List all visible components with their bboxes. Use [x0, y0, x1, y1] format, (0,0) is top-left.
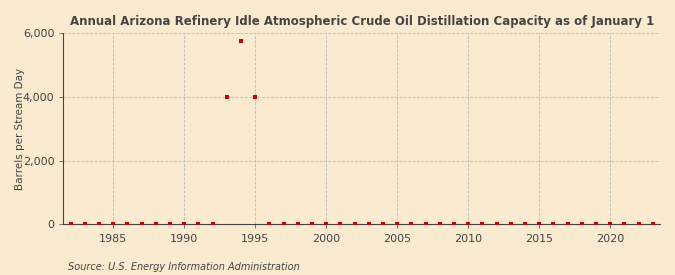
Title: Annual Arizona Refinery Idle Atmospheric Crude Oil Distillation Capacity as of J: Annual Arizona Refinery Idle Atmospheric… [70, 15, 654, 28]
Text: Source: U.S. Energy Information Administration: Source: U.S. Energy Information Administ… [68, 262, 299, 272]
Y-axis label: Barrels per Stream Day: Barrels per Stream Day [15, 68, 25, 190]
